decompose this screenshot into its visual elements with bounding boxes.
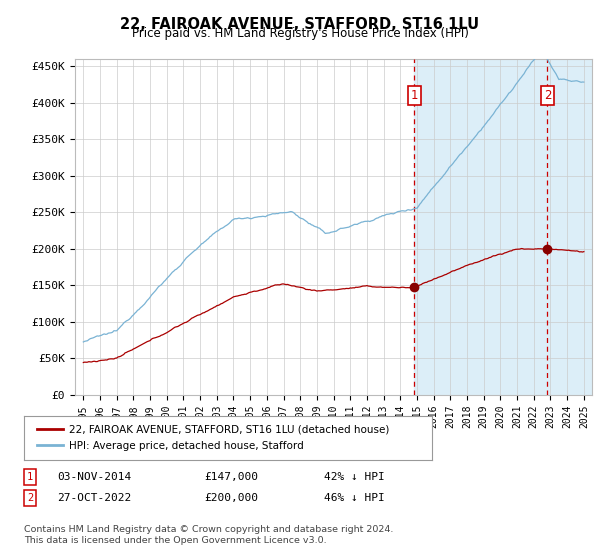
Text: 2: 2 [544,89,551,102]
Text: 42% ↓ HPI: 42% ↓ HPI [324,472,385,482]
Text: 1: 1 [27,472,33,482]
Text: 46% ↓ HPI: 46% ↓ HPI [324,493,385,503]
Legend: 22, FAIROAK AVENUE, STAFFORD, ST16 1LU (detached house), HPI: Average price, det: 22, FAIROAK AVENUE, STAFFORD, ST16 1LU (… [33,421,393,455]
Text: £147,000: £147,000 [204,472,258,482]
Text: 22, FAIROAK AVENUE, STAFFORD, ST16 1LU: 22, FAIROAK AVENUE, STAFFORD, ST16 1LU [121,17,479,32]
Text: 27-OCT-2022: 27-OCT-2022 [57,493,131,503]
Text: 03-NOV-2014: 03-NOV-2014 [57,472,131,482]
Text: 1: 1 [410,89,418,102]
Text: Price paid vs. HM Land Registry's House Price Index (HPI): Price paid vs. HM Land Registry's House … [131,27,469,40]
Bar [415,59,547,395]
Bar [547,59,592,395]
Text: £200,000: £200,000 [204,493,258,503]
Text: Contains HM Land Registry data © Crown copyright and database right 2024.
This d: Contains HM Land Registry data © Crown c… [24,525,394,545]
Text: 2: 2 [27,493,33,503]
